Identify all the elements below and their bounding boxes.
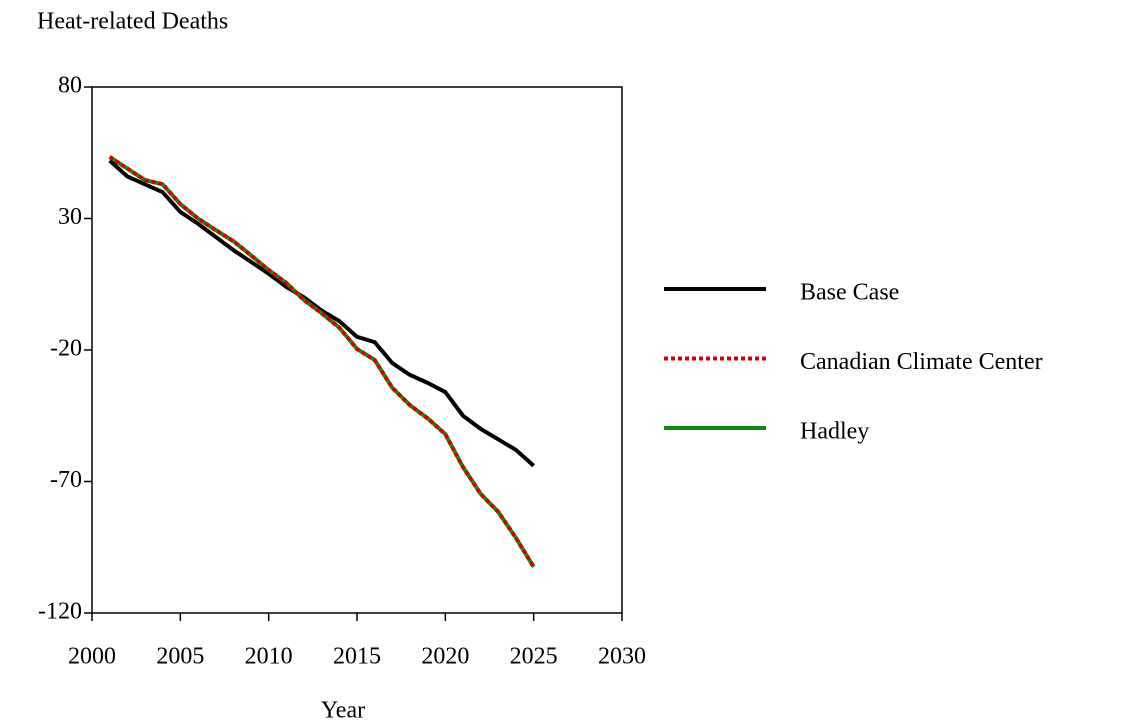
x-tick-label: 2005 xyxy=(156,644,204,670)
y-tick-label: 30 xyxy=(58,204,82,230)
legend-label: Hadley xyxy=(800,419,869,445)
chart-title: Heat-related Deaths xyxy=(37,9,228,35)
x-tick-label: 2000 xyxy=(68,644,116,670)
y-tick-label: -120 xyxy=(38,599,82,625)
series-line xyxy=(108,155,536,569)
legend-label: Canadian Climate Center xyxy=(800,349,1043,375)
x-tick-label: 2030 xyxy=(598,644,646,670)
x-tick-label: 2025 xyxy=(510,644,558,670)
y-tick-label: -20 xyxy=(50,336,82,362)
x-axis-label: Year xyxy=(321,698,365,724)
x-tick-label: 2015 xyxy=(333,644,381,670)
x-tick-label: 2010 xyxy=(245,644,293,670)
y-tick-label: 80 xyxy=(58,73,82,99)
x-tick-label: 2020 xyxy=(421,644,469,670)
legend-label: Base Case xyxy=(800,280,899,306)
y-tick-label: -70 xyxy=(50,467,82,493)
series-line xyxy=(108,159,535,468)
series-line xyxy=(108,155,536,569)
